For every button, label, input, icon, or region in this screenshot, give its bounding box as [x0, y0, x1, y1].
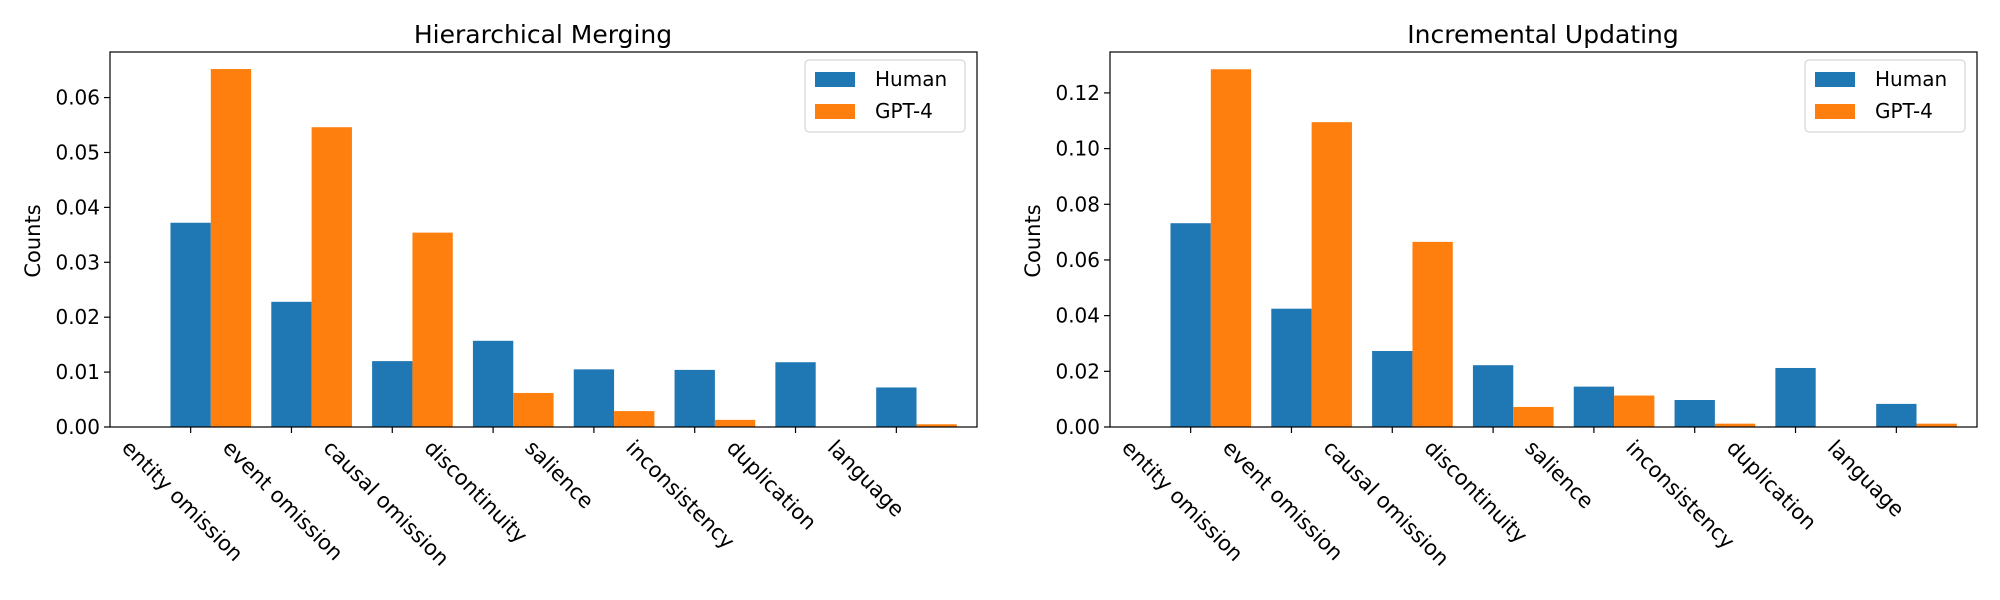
bar-gpt4-discontinuity	[1513, 406, 1554, 427]
y-tick-label: 0.08	[1055, 192, 1100, 216]
bar-gpt4-inconsistency	[1714, 423, 1756, 427]
plot-frame	[109, 51, 978, 428]
x-tick-label: discontinuity	[1420, 436, 1532, 548]
y-tick-label: 0.02	[1055, 359, 1100, 383]
bar-human-discontinuity	[1472, 365, 1514, 427]
bar-human-causal-omission	[1372, 350, 1413, 427]
bar-human-discontinuity	[472, 340, 514, 427]
bar-human-entity-omission	[170, 222, 211, 427]
plot-frame	[1109, 51, 1978, 428]
legend-swatch-human	[1815, 72, 1855, 87]
x-tick-label: inconsistency	[621, 436, 739, 554]
x-tick-label: duplication	[722, 436, 821, 535]
x-tick-label: discontinuity	[420, 436, 532, 548]
bar-human-entity-omission	[1170, 223, 1211, 427]
y-axis-label: Counts	[1021, 204, 1045, 277]
y-tick-label: 0.05	[55, 140, 100, 164]
x-tick-label: language	[823, 436, 909, 522]
x-tick-label: duplication	[1722, 436, 1821, 535]
y-tick-label: 0.00	[1055, 415, 1100, 439]
legend: Human GPT-4	[1804, 59, 1966, 133]
y-tick-label: 0.00	[55, 415, 100, 439]
chart-hierarchical-merging: Hierarchical Merging Counts 0.00 0.01 0.02…	[21, 20, 978, 571]
y-tick-label: 0.01	[55, 360, 100, 384]
bar-gpt4-event-omission	[311, 127, 352, 428]
x-tick-label: language	[1823, 436, 1909, 522]
y-tick-label: 0.06	[55, 86, 100, 110]
bar-human-inconsistency	[674, 369, 715, 427]
bar-gpt4-causal-omission	[1412, 241, 1453, 427]
bar-gpt4-entity-omission	[210, 69, 252, 427]
bar-gpt4-entity-omission	[1210, 69, 1252, 427]
legend: Human GPT-4	[804, 59, 966, 133]
bar-human-language	[1876, 403, 1917, 427]
bar-gpt4-salience	[1614, 395, 1655, 427]
chart-incremental-updating: Incremental Updating Counts 0.00 0.02 0.04…	[1021, 20, 1978, 571]
legend-label-gpt4: GPT-4	[875, 99, 933, 123]
x-tick-label: salience	[1520, 436, 1598, 514]
bar-human-causal-omission	[372, 361, 413, 427]
bar-gpt4-causal-omission	[412, 232, 453, 427]
y-tick-label: 0.10	[1055, 137, 1100, 161]
bar-human-event-omission	[271, 301, 312, 427]
legend-label-human: Human	[875, 67, 947, 91]
y-tick-label: 0.03	[55, 250, 100, 274]
y-tick-label: 0.02	[55, 305, 100, 329]
bar-gpt4-discontinuity	[513, 392, 554, 427]
x-tick-label: inconsistency	[1621, 436, 1739, 554]
legend-swatch-human	[815, 72, 855, 87]
legend-swatch-gpt4	[1815, 104, 1855, 119]
chart-title: Hierarchical Merging	[414, 20, 672, 49]
bar-gpt4-salience	[614, 411, 655, 427]
bar-human-duplication	[775, 362, 816, 427]
bar-human-event-omission	[1271, 308, 1312, 427]
legend-swatch-gpt4	[815, 104, 855, 119]
bar-gpt4-inconsistency	[714, 419, 756, 427]
bar-human-duplication	[1775, 367, 1816, 427]
bar-human-salience	[1573, 386, 1615, 427]
bar-gpt4-language	[916, 424, 957, 427]
bar-human-inconsistency	[1674, 399, 1715, 427]
bar-gpt4-language	[1916, 423, 1957, 427]
legend-label-human: Human	[1875, 67, 1947, 91]
x-tick-label: salience	[520, 436, 598, 514]
bar-human-language	[876, 387, 917, 427]
bar-human-salience	[573, 369, 615, 427]
y-tick-label: 0.12	[1055, 81, 1100, 105]
y-tick-label: 0.04	[1055, 304, 1100, 328]
y-tick-label: 0.06	[1055, 248, 1100, 272]
bar-gpt4-event-omission	[1311, 122, 1352, 428]
y-tick-label: 0.04	[55, 195, 100, 219]
chart-title: Incremental Updating	[1407, 20, 1678, 49]
y-axis-label: Counts	[21, 204, 45, 277]
legend-label-gpt4: GPT-4	[1875, 99, 1933, 123]
